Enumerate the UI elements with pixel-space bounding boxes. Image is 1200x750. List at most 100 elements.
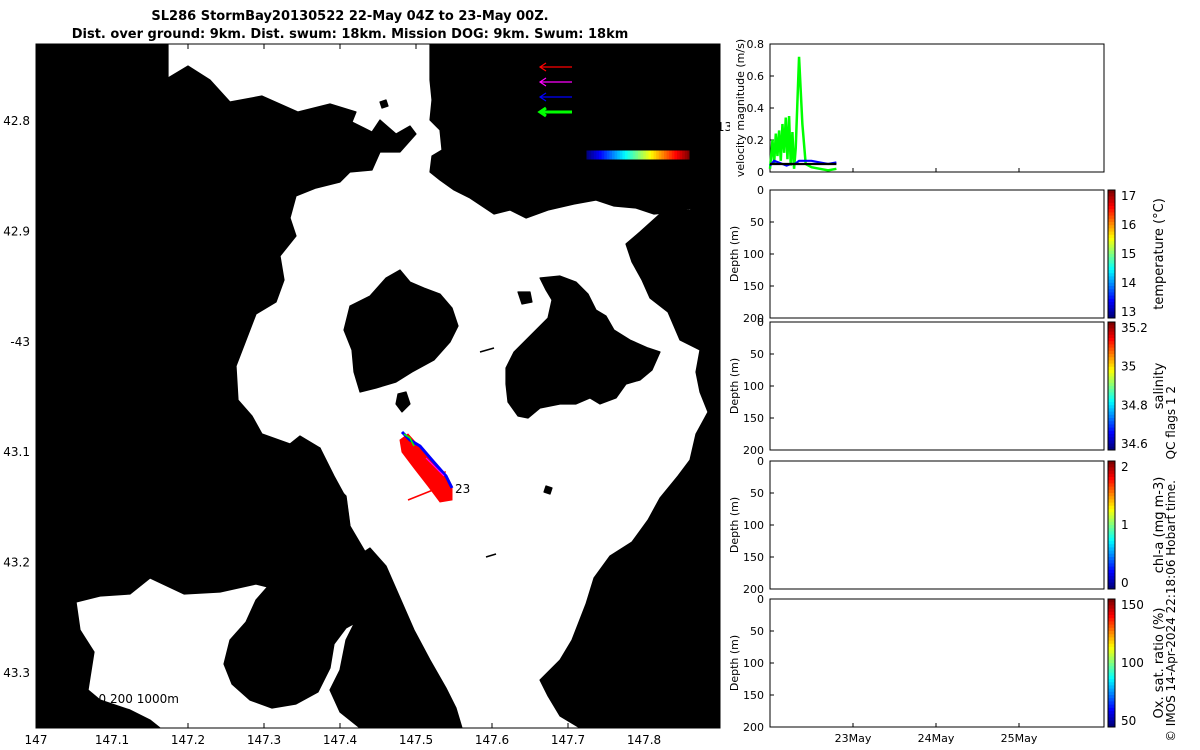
gps-surface-vector [425, 457, 445, 477]
profile-colorbar-tick-label: 13 [1121, 305, 1136, 319]
profile-colorbar-cell [1108, 196, 1115, 201]
profile-colorbar-cell [1108, 720, 1115, 725]
profile-colorbar-cell [1108, 675, 1115, 680]
profile-colorbar-cell [1108, 350, 1115, 355]
colorbar-frame [585, 149, 691, 161]
legend-label: net glider velocity [577, 105, 685, 119]
profile-colorbar-cell [1108, 647, 1115, 651]
glider-track: 23 [399, 430, 470, 503]
profile-colorbar-cell [1108, 314, 1115, 319]
profile-colorbar-cell [1108, 515, 1115, 520]
colorbar-cell [674, 150, 678, 160]
profile-y-tick-label: 200 [743, 444, 764, 457]
profile-y-tick-label: 50 [750, 348, 764, 361]
profile-colorbar-cell [1108, 338, 1115, 342]
profile-colorbar-cell [1108, 550, 1115, 555]
profile-frame [769, 189, 1105, 319]
colorbar-cell [632, 150, 636, 160]
profile-colorbar-cell [1108, 357, 1115, 361]
isobaths-label: Isobaths: 0 200 1000m [40, 692, 179, 706]
colorbar-cell [651, 150, 655, 160]
profile-y-tick-label: 0 [757, 316, 764, 329]
profile-colorbar-tick-label: 14 [1121, 276, 1136, 290]
profile-colorbar-cell [1108, 688, 1115, 693]
map-frame [35, 43, 721, 729]
swim-vector-long [407, 483, 449, 501]
profile-colorbar-cell [1108, 311, 1115, 316]
profile-colorbar-cell [1108, 521, 1115, 526]
profile-ylabel: Depth (m) [728, 497, 741, 553]
profile-colorbar-cell [1108, 193, 1115, 197]
profile-colorbar-tick-label: 50 [1121, 714, 1136, 728]
colorbar-cell [682, 150, 686, 160]
profile-colorbar-label: chl-a (mg m-3) [1152, 477, 1167, 574]
profile-colorbar-cell [1108, 663, 1115, 667]
profile-colorbar-cell [1108, 206, 1115, 210]
profile-colorbar-cell [1108, 424, 1115, 429]
profile-colorbar-cell [1108, 711, 1115, 715]
map-x-tick-label: 147.5 [399, 733, 433, 747]
colorbar-cell [638, 150, 642, 160]
profile-colorbar-cell [1108, 563, 1115, 568]
profile-colorbar-cell [1108, 376, 1115, 381]
credit-text: © IMOS 14-Apr-2024 22:18:06 Hobart time. [1164, 480, 1178, 740]
profile-colorbar-cell [1108, 480, 1115, 484]
profile-colorbar-cell [1108, 656, 1115, 661]
profile-colorbar-cell [1108, 489, 1115, 494]
profile-colorbar-cell [1108, 566, 1115, 571]
profile-colorbar-cell [1108, 273, 1115, 277]
profile-colorbar-cell [1108, 234, 1115, 239]
date-tick-label: 23May [835, 732, 872, 745]
legend-arrowhead [538, 77, 547, 87]
profile-colorbar-tick-label: 35 [1121, 360, 1136, 374]
profile-y-tick-label: 100 [743, 519, 764, 532]
profile-colorbar-tick-label: 17 [1121, 189, 1136, 203]
colorbar-cell [588, 150, 592, 160]
profile-colorbar-cell [1108, 260, 1115, 265]
colorbar-tick-label: 0.4 [660, 167, 679, 181]
geo-arrow-2 [631, 347, 647, 353]
profile-colorbar-cell [1108, 605, 1115, 610]
profile-colorbar-cell [1108, 446, 1115, 451]
profile-colorbar-cell [1108, 266, 1115, 271]
profile-y-tick-label: 150 [743, 551, 764, 564]
profile-colorbar-cell [1108, 199, 1115, 204]
profile-colorbar-cell [1108, 292, 1115, 297]
profile-colorbar-cell [1108, 437, 1115, 441]
profile-colorbar-cell [1108, 414, 1115, 419]
profile-colorbar-cell [1108, 582, 1115, 587]
land-masses [36, 44, 720, 728]
profile-colorbar-cell [1108, 347, 1115, 352]
colorbar-cell [609, 150, 613, 160]
profile-y-tick-label: 0 [757, 455, 764, 468]
profile-colorbar-cell [1108, 354, 1115, 358]
profile-ylabel: Depth (m) [728, 635, 741, 691]
map-x-tick-label: 147.3 [247, 733, 281, 747]
colorbar-cell [677, 150, 681, 160]
legend-entry: net glider velocity [537, 105, 685, 119]
map-y-tick-label: -43 [10, 335, 30, 349]
profile-colorbar-cell [1108, 682, 1115, 686]
velocity-y-tick-label: 0.6 [747, 70, 765, 83]
profile-y-tick-label: 50 [750, 625, 764, 638]
map-x-tick-label: 147.1 [95, 733, 129, 747]
profile-frame [769, 321, 1105, 451]
profile-colorbar-cell [1108, 382, 1115, 387]
profile-colorbar-cell [1108, 599, 1115, 603]
profile-colorbar-cell [1108, 631, 1115, 635]
colorbar-cell [599, 150, 603, 160]
track-end-label: 23 [455, 482, 470, 496]
colorbar-cell [666, 150, 670, 160]
colorbar-cell [664, 150, 668, 160]
legend-arrowhead [538, 122, 547, 132]
profile-colorbar-cell [1108, 701, 1115, 706]
legend-arrowhead [538, 92, 547, 102]
colorbar-cell [627, 150, 631, 160]
velocity-y-tick-label: 0 [757, 166, 764, 179]
profile-colorbar-cell [1108, 295, 1115, 300]
profile-colorbar-cell [1108, 634, 1115, 638]
profile-colorbar-tick-label: 0 [1121, 576, 1129, 590]
profile-colorbar-cell [1108, 621, 1115, 626]
profile-colorbar-cell [1108, 618, 1115, 622]
